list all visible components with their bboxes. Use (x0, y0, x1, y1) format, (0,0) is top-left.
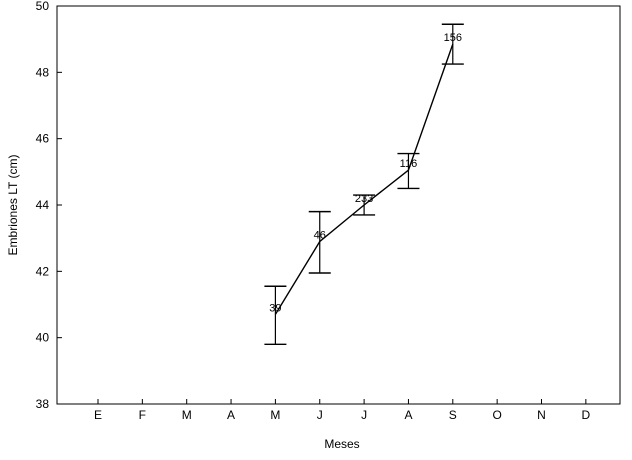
y-tick-label: 40 (36, 331, 50, 345)
plot-frame (56, 5, 621, 405)
x-axis-title: Meses (324, 437, 359, 451)
y-tick-label: 50 (36, 0, 50, 13)
series-line (274, 43, 454, 315)
x-tick-label: F (139, 408, 146, 422)
x-tick-label: N (537, 408, 546, 422)
x-tick-label: D (582, 408, 591, 422)
x-tick-label: M (182, 408, 192, 422)
y-tick-label: 42 (36, 264, 50, 278)
y-axis: 38 40 42 44 46 48 50 (36, 0, 62, 411)
data-label: 39 (269, 302, 281, 314)
data-labels: 39 46 233 116 156 (269, 32, 462, 314)
y-axis-title: Embriones LT (cm) (6, 155, 20, 256)
y-tick-label: 48 (36, 65, 50, 79)
x-tick-label: J (361, 408, 367, 422)
x-tick-label: A (227, 408, 235, 422)
x-tick-label: J (317, 408, 323, 422)
x-tick-label: A (404, 408, 412, 422)
data-label: 156 (444, 32, 462, 44)
y-tick-label: 46 (36, 132, 50, 146)
x-tick-label: S (449, 408, 457, 422)
data-label: 46 (314, 229, 326, 241)
error-bars (264, 23, 464, 345)
data-label: 233 (355, 193, 373, 205)
x-tick-label: E (94, 408, 102, 422)
x-tick-label: O (492, 408, 501, 422)
y-tick-label: 38 (36, 397, 50, 411)
y-tick-label: 44 (36, 198, 50, 212)
x-tick-label: M (270, 408, 280, 422)
data-label: 116 (400, 158, 418, 170)
